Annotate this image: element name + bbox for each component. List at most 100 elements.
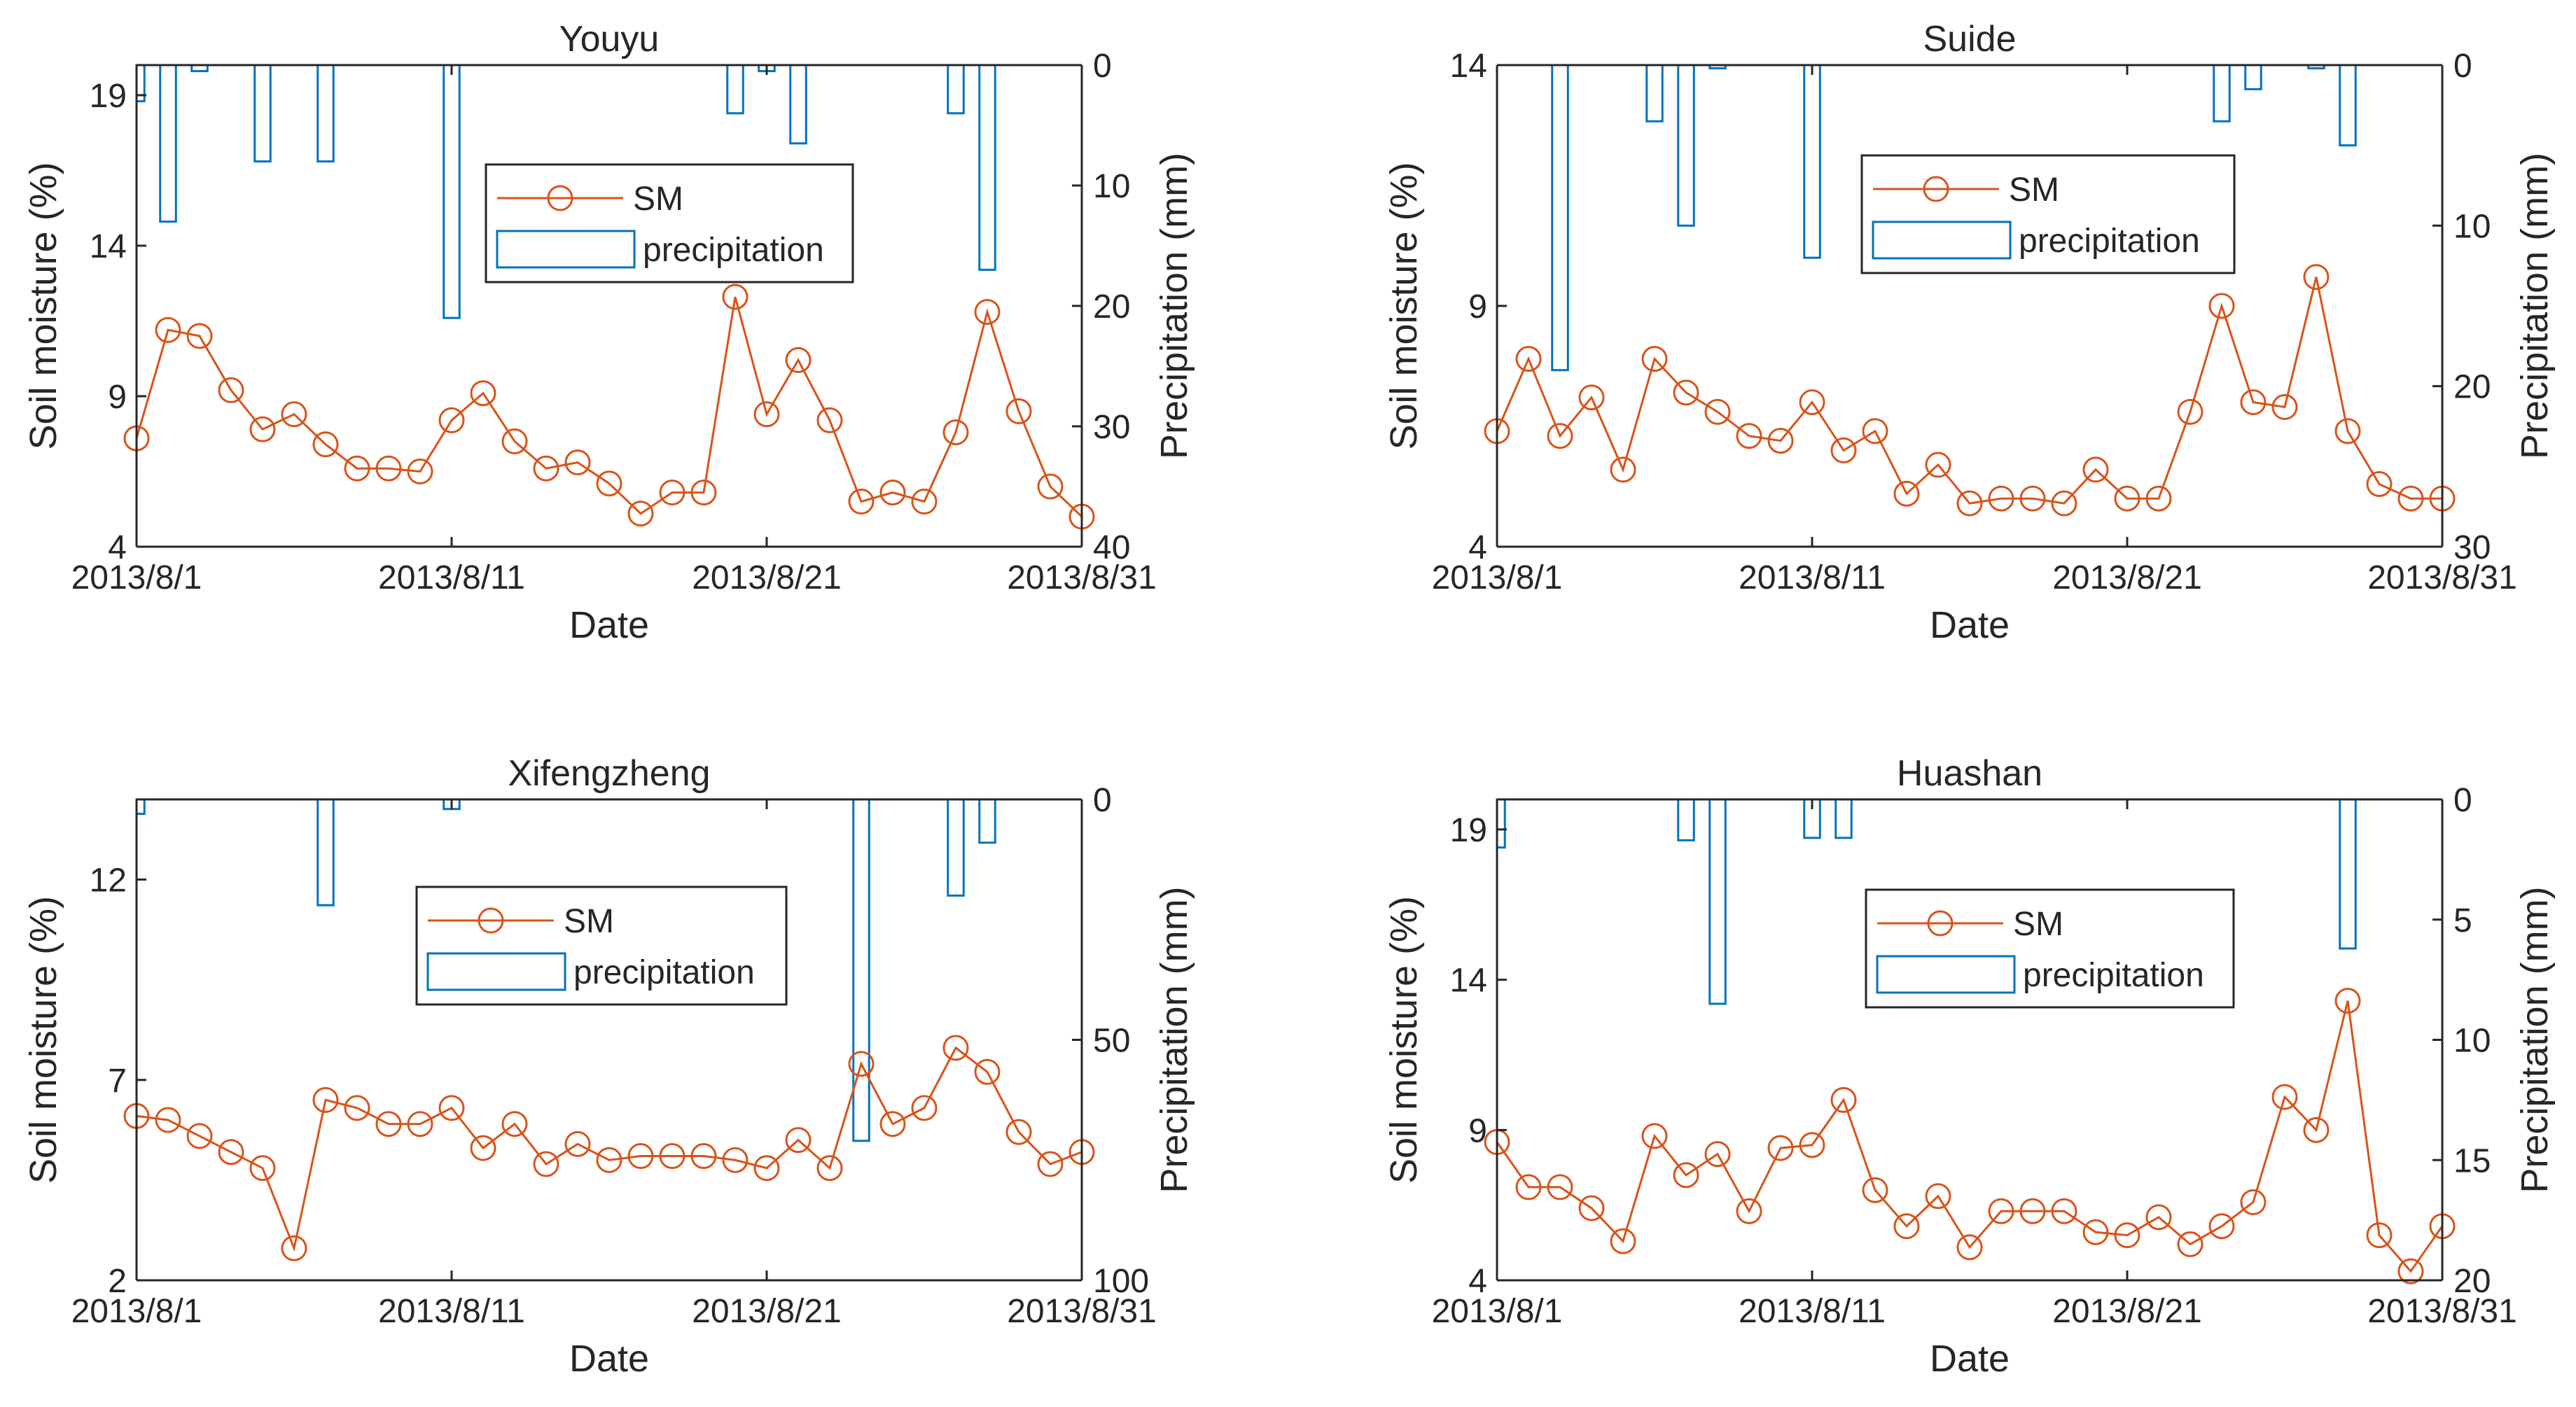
- sm-marker: [659, 1143, 685, 1170]
- sm-marker: [2240, 389, 2267, 416]
- sm-marker: [2366, 471, 2393, 498]
- sm-marker: [407, 458, 433, 484]
- sm-marker: [1799, 1132, 1825, 1158]
- y2-tick-label: 15: [2453, 1142, 2491, 1180]
- x-tick-label: 2013/8/11: [378, 559, 525, 596]
- sm-marker: [1673, 1162, 1699, 1189]
- sm-marker: [2051, 1198, 2077, 1224]
- legend-precip-swatch: [1872, 220, 2012, 260]
- x-axis-label: Date: [569, 1338, 649, 1380]
- sm-marker: [1925, 451, 1951, 478]
- legend: SM precipitation: [1860, 154, 2236, 274]
- x-tick-label: 2013/8/1: [71, 559, 202, 596]
- y2-tick-label: 40: [1093, 529, 1130, 566]
- x-tick-label: 2013/8/31: [2367, 1293, 2517, 1330]
- sm-marker: [1736, 1198, 1762, 1224]
- y2-tick-label: 0: [1093, 48, 1112, 85]
- sm-marker: [1610, 1228, 1636, 1254]
- sm-marker: [1830, 437, 1857, 463]
- sm-marker: [942, 419, 969, 446]
- sm-marker: [2208, 293, 2235, 319]
- y2-tick-label: 5: [2453, 902, 2472, 939]
- sm-marker: [501, 428, 528, 454]
- y2-axis-label: Precipitation (mm): [2514, 153, 2556, 459]
- sm-marker: [974, 299, 1001, 326]
- sm-marker: [816, 1155, 843, 1182]
- sm-marker: [2397, 1258, 2424, 1284]
- y2-axis-label: Precipitation (mm): [2514, 886, 2556, 1193]
- sm-marker: [753, 401, 780, 428]
- x-tick-label: 2013/8/31: [1007, 559, 1157, 596]
- x-tick-label: 2013/8/31: [1007, 1293, 1157, 1330]
- legend-precip-label: precipitation: [2019, 223, 2200, 260]
- sm-marker: [2271, 1084, 2298, 1110]
- x-tick-label: 2013/8/11: [1739, 559, 1886, 596]
- legend-sm-label: SM: [2013, 906, 2063, 943]
- sm-line: [135, 296, 1083, 518]
- sm-marker: [2366, 1222, 2393, 1249]
- sm-marker: [1578, 1195, 1605, 1222]
- legend-precip-swatch: [1876, 955, 2016, 994]
- sm-marker: [186, 1123, 213, 1149]
- y2-tick-label: 50: [1093, 1023, 1130, 1060]
- sm-marker: [2271, 393, 2298, 420]
- sm-marker: [186, 323, 213, 349]
- sm-marker: [2303, 1116, 2330, 1143]
- sm-marker: [1578, 384, 1605, 411]
- sm-marker: [2177, 398, 2203, 425]
- sm-marker: [1641, 346, 1668, 372]
- x-axis-label: Date: [569, 604, 649, 646]
- y2-tick-label: 10: [1093, 168, 1130, 205]
- sm-marker: [1515, 346, 1542, 372]
- sm-marker: [375, 455, 402, 482]
- y2-tick-label: 30: [2453, 529, 2491, 566]
- panel-youyu: 4 9 14 19 0 10 20 30 40 2013/8/1 2013/8/11 2013/8/2…: [22, 19, 1195, 646]
- y-axis-label: Soil moisture (%): [22, 896, 64, 1184]
- panel-xifengzheng: 2 7 12 0 50 100 2013/8/1 2013/8/11 2013/8/21 2013…: [22, 753, 1195, 1380]
- sm-marker: [1610, 456, 1636, 483]
- sm-line: [136, 1046, 1082, 1252]
- sm-marker: [1988, 485, 2014, 512]
- sm-marker: [501, 1111, 528, 1138]
- sm-marker: [722, 1147, 749, 1173]
- y-axis-label: Soil moisture (%): [1383, 896, 1425, 1184]
- sm-marker: [312, 431, 339, 458]
- sm-marker: [596, 470, 622, 497]
- sm-marker: [2114, 1222, 2140, 1249]
- sm-marker: [249, 416, 276, 442]
- sm-line: [1496, 1000, 2444, 1273]
- legend-precip-label: precipitation: [643, 232, 824, 269]
- sm-marker: [438, 407, 465, 433]
- legend-precip-label: precipitation: [573, 954, 755, 991]
- y-tick-label: 4: [1468, 1263, 1487, 1300]
- sm-marker: [1547, 423, 1573, 449]
- y2-tick-label: 30: [1093, 409, 1130, 446]
- sm-marker: [533, 1151, 559, 1177]
- y2-tick-label: 0: [2453, 782, 2472, 819]
- legend-precip-swatch: [496, 230, 636, 269]
- sm-marker: [627, 500, 654, 527]
- y2-tick-label: 20: [2453, 369, 2491, 406]
- legend: SM precipitation: [415, 886, 788, 1006]
- y2-tick-label: 20: [2453, 1263, 2491, 1300]
- sm-marker: [1037, 473, 1064, 500]
- sm-marker: [785, 346, 812, 373]
- sm-marker: [1862, 1177, 1888, 1203]
- sm-marker: [1005, 1119, 1032, 1145]
- sm-marker: [627, 1143, 654, 1170]
- legend-sm-label: SM: [564, 903, 614, 940]
- sm-marker: [438, 1095, 465, 1121]
- sm-marker: [2334, 418, 2361, 444]
- sm-marker: [1925, 1183, 1951, 1210]
- x-tick-label: 2013/8/21: [692, 559, 842, 596]
- sm-marker: [785, 1127, 812, 1154]
- sm-marker: [2334, 988, 2361, 1014]
- sm-marker: [2082, 1219, 2109, 1245]
- y2-tick-label: 100: [1093, 1263, 1149, 1300]
- y-axis-label: Soil moisture (%): [1383, 162, 1425, 449]
- sm-marker: [2019, 1198, 2046, 1224]
- sm-marker: [218, 1139, 244, 1166]
- sm-marker: [1862, 418, 1888, 444]
- legend-precip-swatch: [426, 952, 566, 991]
